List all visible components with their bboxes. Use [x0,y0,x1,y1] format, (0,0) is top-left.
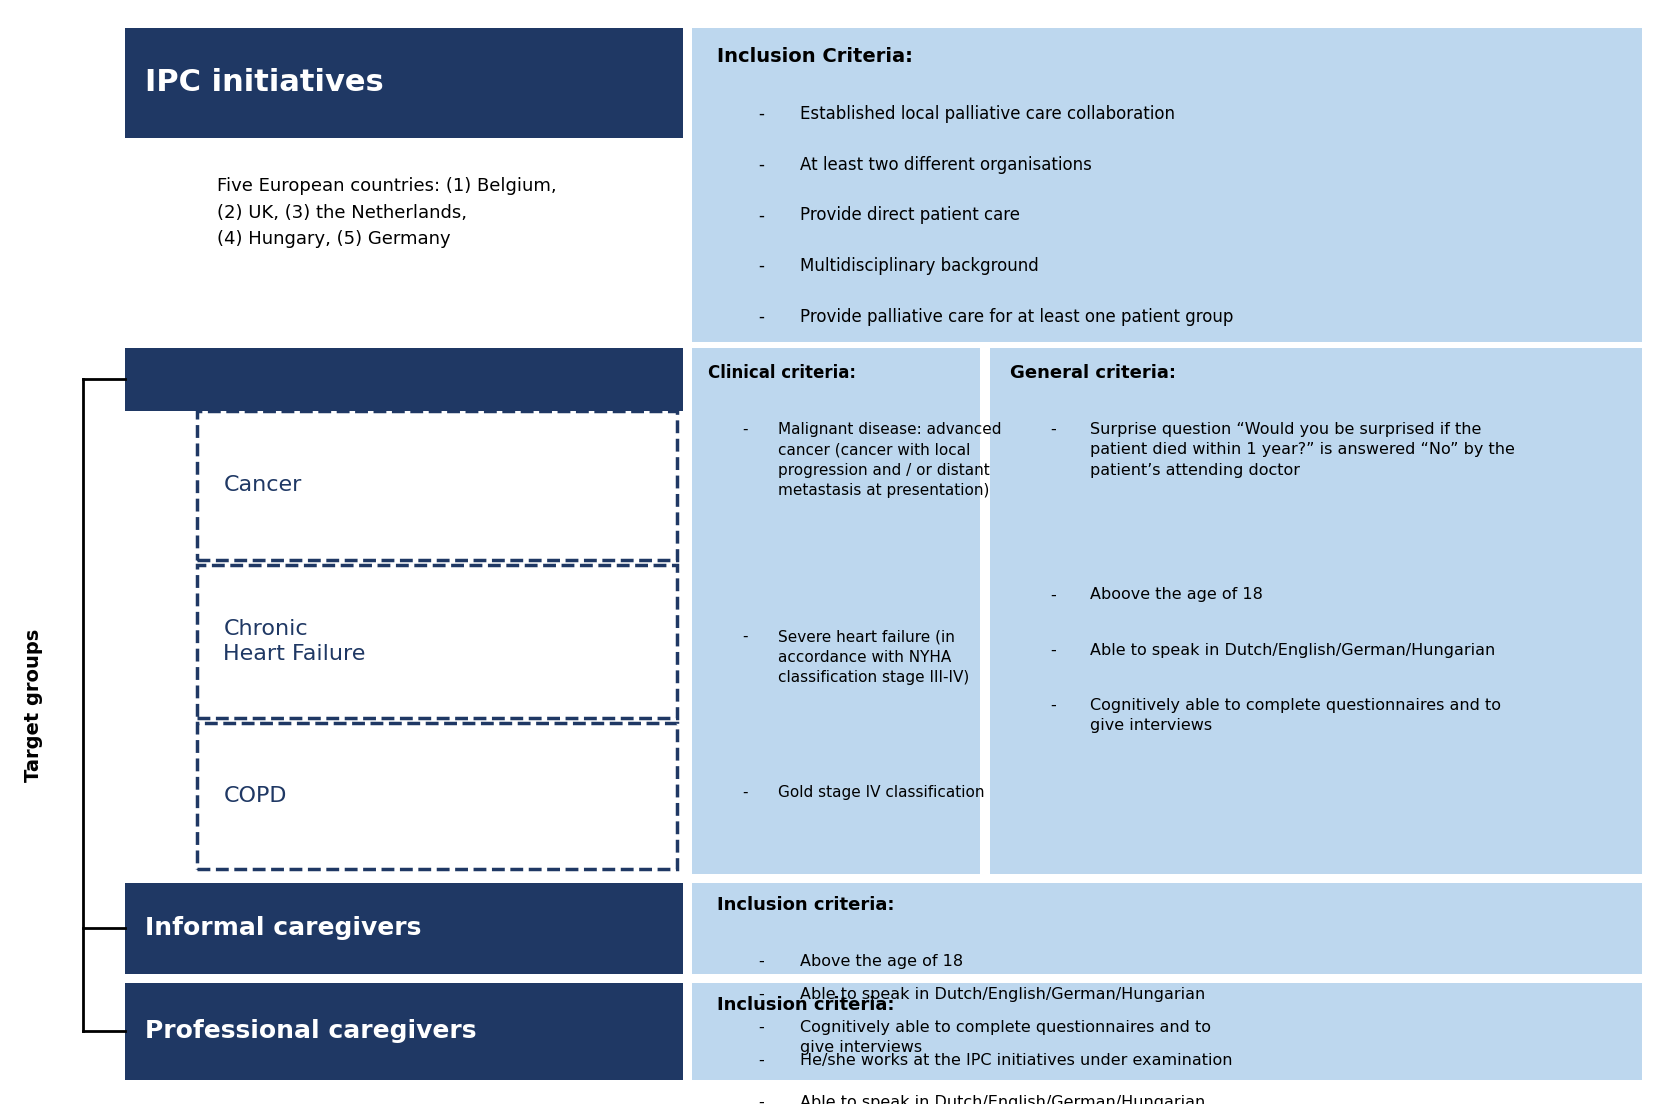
FancyBboxPatch shape [125,28,683,138]
Text: -: - [1050,643,1055,658]
FancyBboxPatch shape [692,983,1642,1080]
FancyBboxPatch shape [125,983,683,1080]
Text: -: - [742,629,747,645]
Text: Established local palliative care collaboration: Established local palliative care collab… [800,105,1175,123]
Text: Inclusion criteria:: Inclusion criteria: [717,996,894,1013]
Text: Able to speak in Dutch/English/German/Hungarian: Able to speak in Dutch/English/German/Hu… [1090,643,1495,658]
Text: Clinical criteria:: Clinical criteria: [708,364,857,382]
Text: Aboove the age of 18: Aboove the age of 18 [1090,587,1264,603]
Text: COPD: COPD [223,786,287,806]
Text: -: - [758,308,765,326]
Text: Cancer: Cancer [223,475,302,496]
Text: He/she works at the IPC initiatives under examination: He/she works at the IPC initiatives unde… [800,1053,1232,1069]
Text: -: - [758,156,765,173]
Text: Provide direct patient care: Provide direct patient care [800,206,1020,224]
Text: -: - [758,1095,763,1104]
Text: Target groups: Target groups [23,628,43,782]
FancyBboxPatch shape [125,883,683,974]
Text: Multidisciplinary background: Multidisciplinary background [800,257,1039,275]
Text: -: - [1050,698,1055,713]
Text: -: - [758,1053,763,1069]
FancyBboxPatch shape [692,348,980,874]
Text: Able to speak in Dutch/English/German/Hungarian: Able to speak in Dutch/English/German/Hu… [800,1095,1205,1104]
Text: Five European countries: (1) Belgium,
(2) UK, (3) the Netherlands,
(4) Hungary, : Five European countries: (1) Belgium, (2… [217,177,557,248]
FancyBboxPatch shape [990,348,1642,874]
FancyBboxPatch shape [197,723,677,869]
Text: General criteria:: General criteria: [1010,364,1177,382]
Text: Informal caregivers: Informal caregivers [145,916,422,941]
Text: Professional caregivers: Professional caregivers [145,1019,477,1043]
Text: Provide palliative care for at least one patient group: Provide palliative care for at least one… [800,308,1234,326]
Text: Above the age of 18: Above the age of 18 [800,954,964,969]
Text: Able to speak in Dutch/English/German/Hungarian: Able to speak in Dutch/English/German/Hu… [800,987,1205,1002]
FancyBboxPatch shape [692,883,1642,974]
Text: -: - [742,785,747,800]
FancyBboxPatch shape [197,411,677,560]
Text: -: - [758,987,763,1002]
FancyBboxPatch shape [197,565,677,718]
FancyBboxPatch shape [125,348,683,411]
Text: Malignant disease: advanced
cancer (cancer with local
progression and / or dista: Malignant disease: advanced cancer (canc… [778,422,1002,498]
Text: -: - [1050,587,1055,603]
Text: Severe heart failure (in
accordance with NYHA
classification stage III-IV): Severe heart failure (in accordance with… [778,629,970,686]
Text: Cognitively able to complete questionnaires and to
give interviews: Cognitively able to complete questionnai… [1090,698,1502,733]
Text: -: - [758,257,765,275]
Text: At least two different organisations: At least two different organisations [800,156,1092,173]
Text: -: - [758,954,763,969]
Text: Inclusion Criteria:: Inclusion Criteria: [717,47,914,66]
Text: -: - [758,206,765,224]
Text: -: - [1050,422,1055,437]
Text: Chronic
Heart Failure: Chronic Heart Failure [223,619,365,664]
FancyBboxPatch shape [692,28,1642,342]
Text: IPC initiatives: IPC initiatives [145,68,383,97]
Text: Inclusion criteria:: Inclusion criteria: [717,896,894,914]
Text: Cognitively able to complete questionnaires and to
give interviews: Cognitively able to complete questionnai… [800,1020,1212,1055]
Text: -: - [742,422,747,437]
Text: Gold stage IV classification: Gold stage IV classification [778,785,985,800]
Text: -: - [758,1020,763,1036]
Text: -: - [758,105,765,123]
Text: Surprise question “Would you be surprised if the
patient died within 1 year?” is: Surprise question “Would you be surprise… [1090,422,1515,478]
